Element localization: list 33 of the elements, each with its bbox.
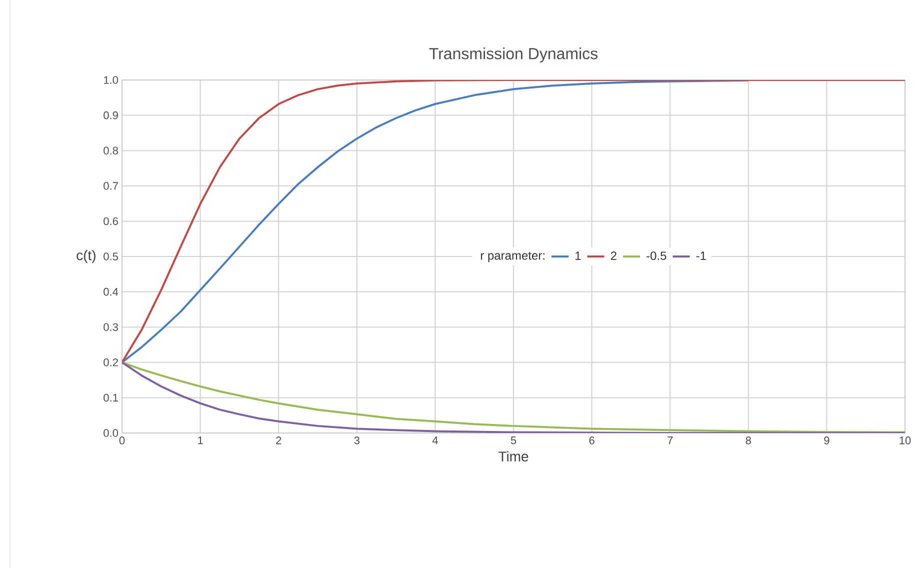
y-tick-label: 0.1 xyxy=(104,394,118,402)
x-axis-title: Time xyxy=(498,451,528,462)
y-tick-label: 0.2 xyxy=(104,358,118,366)
x-tick-label: 7 xyxy=(668,436,673,444)
y-tick-label: 1.0 xyxy=(104,76,118,84)
legend-label: 2 xyxy=(610,252,616,260)
x-tick-label: 6 xyxy=(589,436,594,444)
y-tick-label: 0.7 xyxy=(104,182,118,190)
y-tick-label: 0.8 xyxy=(104,146,118,154)
x-tick-label: 3 xyxy=(354,436,360,444)
y-tick-label: 0.9 xyxy=(104,111,118,120)
y-tick-label: 0.4 xyxy=(104,288,118,296)
y-tick-label: 0.3 xyxy=(104,323,118,331)
y-tick-label: 0.0 xyxy=(104,429,118,437)
legend-label: -1 xyxy=(696,252,706,260)
x-tick-label: 0 xyxy=(119,436,125,444)
y-axis-title: c(t) xyxy=(76,250,96,264)
legend-label: -0.5 xyxy=(646,252,666,260)
x-tick-label: 4 xyxy=(432,436,438,444)
x-tick-label: 9 xyxy=(824,436,830,444)
x-tick-label: 5 xyxy=(510,436,516,444)
x-tick-label: 10 xyxy=(900,436,911,444)
x-tick-label: 2 xyxy=(276,436,282,444)
x-tick-label: 1 xyxy=(198,436,203,444)
x-tick-label: 8 xyxy=(746,436,751,444)
line-series xyxy=(122,361,906,433)
y-tick-label: 0.6 xyxy=(104,217,118,226)
legend-title: r parameter: xyxy=(480,252,544,262)
chart-title: Transmission Dynamics xyxy=(429,48,598,62)
line-series xyxy=(122,80,750,364)
legend-label: 1 xyxy=(575,252,581,260)
line-series xyxy=(122,80,906,364)
y-tick-label: 0.5 xyxy=(104,252,118,260)
